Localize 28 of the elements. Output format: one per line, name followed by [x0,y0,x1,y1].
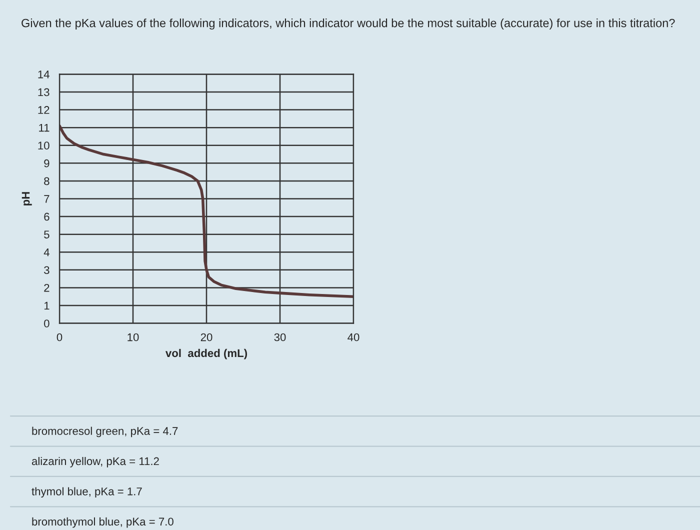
y-tick-label: 6 [44,212,50,221]
y-tick-label: 9 [44,159,50,168]
text: thymol blue, pKa = 1.7 [32,487,142,498]
y-tick-label: 4 [44,248,50,256]
y-tick-label: 14 [38,70,50,78]
x-tick-label: 20 [200,333,212,342]
line-series [60,124,354,298]
y-tick-label: 5 [44,230,50,238]
chart-title: Given the pKa values of the following indicators, which indicator would be the most suitable (accurate) for use in this titration? [22,18,675,30]
y-axis-title: pH [22,192,32,206]
y-tick-label: 8 [44,177,50,186]
y-tick-label: 12 [38,106,50,114]
y-tick-label: 11 [39,124,50,132]
y-tick-label: 7 [44,195,50,203]
x-tick-label: 0 [56,333,62,342]
x-tick-label: 10 [128,333,139,342]
y-tick-label: 0 [44,320,50,328]
text: bromothymol blue, pKa = 7.0 [32,517,174,528]
y-tick-label: 13 [38,88,50,96]
text: alizarin yellow, pKa = 11.2 [32,456,159,468]
x-tick-label: 30 [274,333,286,342]
y-tick-label: 10 [38,142,50,150]
x-axis-title: vol added (mL) [165,348,247,360]
y-tick-label: 3 [44,266,50,274]
text: bromocresol green, pKa = 4.7 [32,426,178,438]
y-tick-label: 2 [44,284,50,292]
y-tick-label: 1 [44,302,50,310]
x-tick-label: 40 [348,333,360,342]
